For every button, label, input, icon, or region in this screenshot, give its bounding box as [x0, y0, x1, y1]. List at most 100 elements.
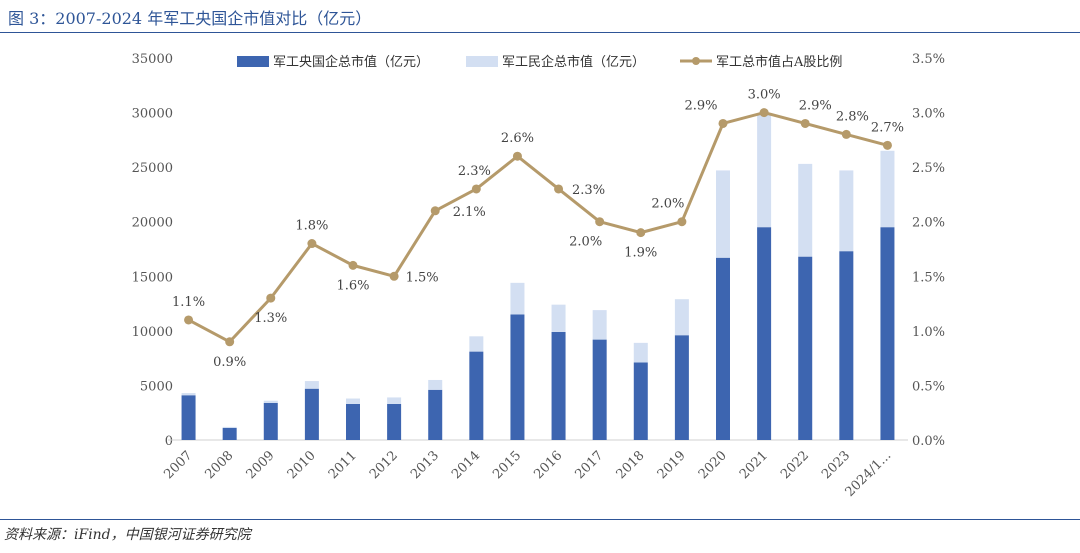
- ratio-marker: [307, 239, 317, 249]
- y-axis-right: 0.0% 0.5% 1.0% 1.5% 2.0% 2.5% 3.0% 3.5%: [912, 52, 945, 449]
- ratio-data-label: 1.5%: [406, 270, 439, 285]
- y-right-tick-label: 3.0%: [912, 107, 945, 122]
- bar-soe: [510, 314, 525, 440]
- ratio-line-series: 1.1% 0.9% 1.3% 1.8% 1.6% 1.5% 2.1% 2.3% 2.6% 2.3%…: [172, 88, 904, 370]
- bar-private: [633, 342, 648, 363]
- ratio-data-label: 1.9%: [624, 246, 657, 261]
- y-right-tick-label: 0.5%: [912, 379, 945, 394]
- bar-soe: [428, 389, 443, 440]
- bar-soe: [880, 227, 895, 440]
- y-left-tick-label: 35000: [132, 52, 173, 67]
- ratio-data-label: 2.1%: [453, 205, 486, 220]
- bar-soe: [592, 339, 607, 440]
- legend-label-soe: 军工央国企总市值（亿元）: [273, 54, 429, 70]
- bar-private: [222, 426, 237, 428]
- ratio-data-label: 1.8%: [295, 219, 328, 234]
- bar-soe: [674, 335, 689, 440]
- x-tick-label: 2008: [202, 448, 236, 482]
- ratio-marker: [554, 184, 564, 194]
- legend-label-private: 军工民企总市值（亿元）: [502, 54, 645, 70]
- y-left-tick-label: 20000: [132, 216, 173, 231]
- bar-soe: [839, 251, 854, 440]
- y-left-tick-label: 5000: [140, 379, 173, 394]
- bar-private: [469, 336, 484, 352]
- ratio-marker: [718, 118, 728, 128]
- y-right-tick-label: 1.0%: [912, 325, 945, 340]
- bar-private: [674, 299, 689, 336]
- ratio-marker: [677, 217, 687, 227]
- x-tick-label: 2023: [819, 448, 853, 482]
- y-right-tick-label: 3.5%: [912, 52, 945, 67]
- bar-private: [839, 170, 854, 252]
- bar-private: [510, 282, 525, 315]
- x-tick-label: 2014: [449, 448, 483, 482]
- footer-divider: [0, 519, 1080, 520]
- bar-private: [387, 397, 402, 404]
- x-tick-label: 2021: [737, 448, 771, 482]
- ratio-data-label: 3.0%: [748, 88, 781, 103]
- x-tick-label: 2007: [161, 448, 195, 482]
- y-left-tick-label: 0: [165, 434, 173, 449]
- bar-soe: [757, 227, 772, 440]
- ratio-data-label: 1.6%: [336, 278, 369, 293]
- y-right-tick-label: 0.0%: [912, 434, 945, 449]
- chart-title: 图 3：2007-2024 年军工央国企市值对比（亿元）: [8, 9, 372, 28]
- ratio-data-label: 2.7%: [871, 120, 904, 135]
- ratio-marker: [225, 337, 235, 347]
- bar-soe: [633, 362, 648, 440]
- ratio-data-label: 2.8%: [836, 109, 869, 124]
- ratio-data-label: 2.9%: [799, 98, 832, 113]
- y-axis-left: 0 5000 10000 15000 20000 25000 30000 35000: [132, 52, 173, 449]
- bar-private: [181, 393, 196, 396]
- legend-swatch-soe: [237, 56, 269, 67]
- x-tick-label: 2010: [285, 448, 319, 482]
- legend: 军工央国企总市值（亿元） 军工民企总市值（亿元） 军工总市值占A股比例: [237, 54, 842, 70]
- legend-label-ratio: 军工总市值占A股比例: [716, 54, 842, 70]
- ratio-marker: [184, 315, 194, 325]
- bar-private: [716, 170, 730, 258]
- x-tick-label: 2009: [244, 448, 278, 482]
- ratio-data-label: 0.9%: [213, 355, 246, 370]
- y-right-tick-label: 2.0%: [912, 216, 945, 231]
- legend-marker-ratio: [692, 57, 700, 65]
- y-left-tick-label: 30000: [132, 107, 173, 122]
- title-divider: [0, 32, 1080, 33]
- bar-soe: [263, 402, 278, 440]
- x-tick-label: 2015: [490, 448, 524, 482]
- bars: [181, 114, 895, 440]
- legend-swatch-private: [466, 56, 498, 67]
- ratio-data-label: 2.3%: [572, 183, 605, 198]
- ratio-data-label: 2.9%: [684, 98, 717, 113]
- bar-private: [757, 114, 772, 228]
- x-tick-label: 2012: [367, 448, 401, 482]
- bar-soe: [387, 403, 402, 440]
- ratio-marker: [430, 206, 440, 216]
- bar-soe: [304, 388, 319, 440]
- x-tick-label: 2022: [778, 448, 812, 482]
- y-left-tick-label: 15000: [132, 270, 173, 285]
- y-left-tick-label: 10000: [132, 325, 173, 340]
- ratio-marker: [389, 271, 399, 281]
- ratio-marker: [759, 108, 769, 118]
- bar-soe: [551, 331, 566, 440]
- x-tick-label: 2017: [572, 448, 606, 482]
- x-axis: 2007 2008 2009 2010 2011 2012 2013 2014 2015 2016…: [161, 448, 894, 500]
- ratio-data-label: 2.6%: [501, 131, 534, 146]
- ratio-data-label: 1.3%: [254, 311, 287, 326]
- y-right-tick-label: 1.5%: [912, 270, 945, 285]
- x-tick-label: 2019: [655, 448, 689, 482]
- bar-private: [880, 150, 895, 228]
- bar-soe: [469, 351, 484, 440]
- y-left-tick-label: 25000: [132, 161, 173, 176]
- bar-private: [592, 310, 607, 340]
- bar-soe: [798, 256, 813, 440]
- x-tick-label: 2011: [326, 448, 360, 482]
- x-tick-label: 2013: [408, 448, 442, 482]
- ratio-marker: [266, 293, 276, 303]
- bar-private: [798, 163, 813, 257]
- bar-private: [304, 381, 319, 389]
- ratio-data-label: 1.1%: [172, 295, 205, 310]
- y-right-tick-label: 2.5%: [912, 161, 945, 176]
- x-tick-label: 2016: [531, 448, 565, 482]
- x-tick-label: 2018: [614, 448, 648, 482]
